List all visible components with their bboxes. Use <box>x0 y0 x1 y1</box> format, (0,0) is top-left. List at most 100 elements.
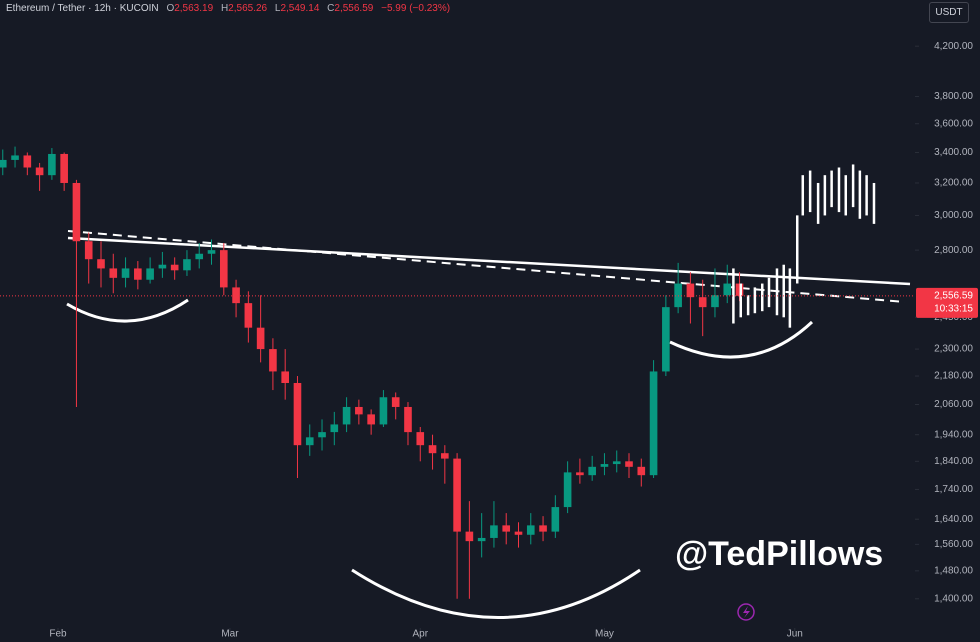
ohlc-value: 2,563.19 <box>174 3 214 14</box>
candle-body <box>72 182 81 242</box>
trendline-dashed <box>67 230 906 303</box>
y-tick-label: 3,600.00 <box>934 118 973 129</box>
candle-body <box>490 525 498 538</box>
candle-body <box>60 153 68 183</box>
candle-body <box>146 268 154 280</box>
candle-body <box>183 259 191 271</box>
candle-body <box>305 437 314 446</box>
ohlc-key: L <box>274 3 281 14</box>
ohlc-key: O <box>166 3 175 14</box>
candle-body <box>158 264 167 269</box>
y-tick-label: 1,560.00 <box>934 539 973 550</box>
y-tick-label: 1,400.00 <box>934 593 973 604</box>
y-tick-label: 1,740.00 <box>934 484 973 495</box>
candle-body <box>514 531 523 535</box>
last-price-label: 2,556.59 <box>934 291 973 302</box>
y-tick-label: 3,400.00 <box>934 147 973 158</box>
candle-body <box>48 153 56 176</box>
y-tick-label: 2,300.00 <box>934 344 973 355</box>
candle-body <box>97 259 105 269</box>
y-tick-label: 2,180.00 <box>934 371 973 382</box>
candle-body <box>600 464 609 467</box>
ohlc-value: 2,556.59 <box>334 3 374 14</box>
candle-body <box>416 432 425 446</box>
candle-body <box>0 159 7 168</box>
y-tick-label: 1,840.00 <box>934 456 973 467</box>
x-tick-label: Jun <box>787 629 803 640</box>
candle-body <box>612 461 621 465</box>
trendline <box>67 236 911 286</box>
y-tick-label: 2,060.00 <box>934 399 973 410</box>
icon-bolt[interactable] <box>743 606 750 618</box>
currency-button[interactable]: USDT <box>929 2 969 23</box>
candle-body <box>342 406 351 425</box>
icon-circle[interactable] <box>737 603 755 621</box>
candle-body <box>330 424 339 433</box>
y-tick-label: 3,200.00 <box>934 178 973 189</box>
change: −5.99 (−0.23%) <box>381 3 451 14</box>
candle-body <box>428 445 437 454</box>
x-tick-label: Mar <box>221 629 239 640</box>
arc-head <box>351 568 641 619</box>
y-tick-label: 1,640.00 <box>934 514 973 525</box>
y-tick-label: 3,000.00 <box>934 210 973 221</box>
candle-body <box>404 406 412 433</box>
y-tick-label: 2,800.00 <box>934 245 973 256</box>
candle-body <box>281 371 289 384</box>
ohlc-key: H <box>220 3 229 14</box>
x-tick-label: Apr <box>412 629 428 640</box>
candle-body <box>502 525 511 532</box>
candle-body <box>109 268 118 278</box>
candle-body <box>244 303 253 328</box>
candle-body <box>11 155 19 160</box>
y-tick-label: 3,800.00 <box>934 91 973 102</box>
lightning-icon[interactable] <box>737 603 755 621</box>
candle-body <box>465 531 474 542</box>
candle-body <box>367 414 375 425</box>
candle-body <box>453 458 461 532</box>
y-tick-label: 4,200.00 <box>934 41 973 52</box>
candle-body <box>563 472 572 508</box>
candle-body <box>293 383 302 446</box>
candle-body <box>269 349 277 372</box>
candle-body <box>35 167 44 176</box>
candle-body <box>391 397 400 407</box>
x-tick-label: May <box>595 629 614 640</box>
candle-body <box>207 250 216 254</box>
candle-body <box>318 432 326 438</box>
candle-body <box>379 397 388 425</box>
candle-body <box>121 268 130 278</box>
candle-body <box>674 283 682 308</box>
candle-body <box>134 268 142 280</box>
candle-body <box>195 253 204 260</box>
candle-body <box>441 453 449 459</box>
countdown: 10:33:15 <box>934 304 973 315</box>
symbol-header: Ethereum / Tether · 12h · KUCOIN O2,563.… <box>6 3 450 14</box>
candle-body <box>576 472 584 476</box>
ohlc-key: C <box>327 3 335 14</box>
candle-body <box>588 466 596 476</box>
candle-body <box>662 307 670 372</box>
candle-body <box>256 327 265 350</box>
watermark: @TedPillows <box>675 535 884 573</box>
last-price-box <box>916 287 978 318</box>
y-tick-label: 1,480.00 <box>934 565 973 576</box>
candle-body <box>526 525 535 535</box>
candle-body <box>170 264 179 271</box>
candle-body <box>649 371 658 476</box>
arc-right-shoulder <box>669 320 814 359</box>
symbol: Ethereum / Tether · 12h · KUCOIN <box>6 3 159 14</box>
candle-body <box>539 525 547 532</box>
candle-body <box>551 507 560 532</box>
candle-body <box>23 155 32 168</box>
candle-body <box>686 283 695 298</box>
candle-body <box>232 287 240 304</box>
x-tick-label: Feb <box>49 629 67 640</box>
y-tick-label: 1,940.00 <box>934 429 973 440</box>
candle-body <box>625 461 633 467</box>
candle-body <box>723 283 732 296</box>
candle-body <box>84 241 93 260</box>
ohlc-value: 2,549.14 <box>280 3 320 14</box>
